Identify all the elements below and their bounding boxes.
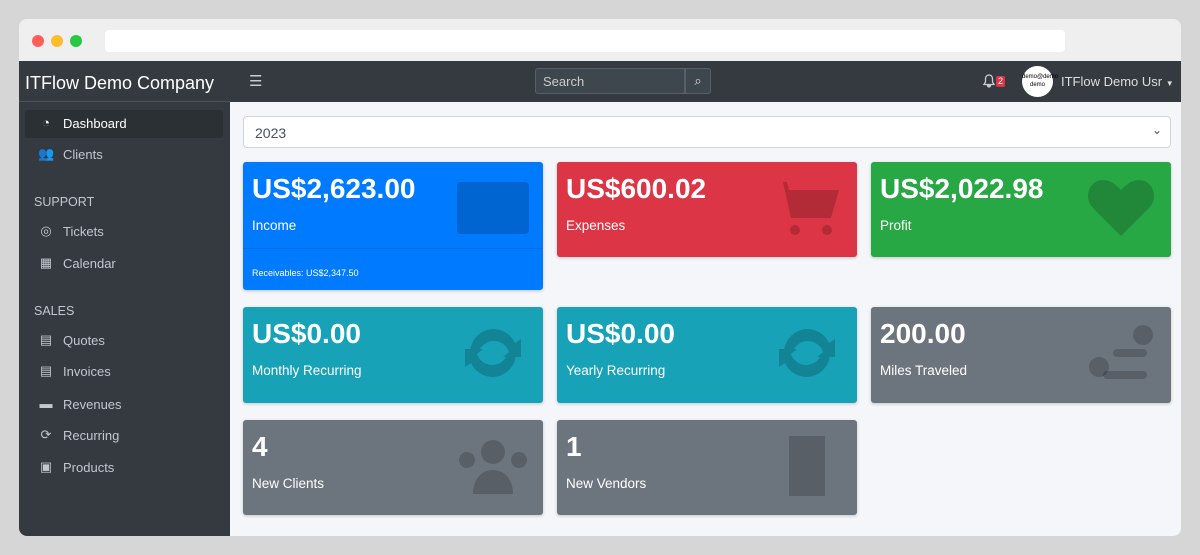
card-label: Profit	[880, 218, 912, 233]
life-ring-icon: ◎	[40, 223, 52, 238]
sidebar-item-clients[interactable]: 👥 Clients	[25, 141, 223, 169]
card-value: US$2,623.00	[252, 173, 416, 204]
building-icon	[769, 436, 845, 496]
year-value: 2023	[255, 125, 287, 141]
label: Recurring	[63, 428, 120, 443]
card-footer[interactable]: Receivables: US$2,347.50	[252, 268, 359, 278]
credit-card-icon: ▬	[39, 396, 53, 411]
card-value: US$2,022.98	[880, 173, 1044, 204]
search-input[interactable]: Search	[535, 68, 685, 94]
file-icon: ▤	[39, 332, 53, 347]
stat-card-new-vendors[interactable]: 1 New Vendors	[557, 420, 857, 515]
sidebar-item-calendar[interactable]: ▦ Calendar	[25, 250, 223, 278]
sidebar-item-quotes[interactable]: ▤ Quotes	[25, 327, 223, 355]
stat-card-monthly-recurring[interactable]: US$0.00 Monthly Recurring	[243, 307, 543, 403]
sidebar-item-recurring[interactable]: ⟳ Recurring	[25, 422, 223, 450]
sync-icon: ⟳	[40, 427, 52, 442]
bell-icon[interactable]	[983, 74, 995, 88]
card-label: New Vendors	[566, 476, 647, 491]
credit-card-icon	[455, 178, 531, 238]
user-name: ITFlow Demo Usr	[1061, 74, 1163, 89]
sync-icon	[455, 323, 531, 383]
minimize-dot[interactable]	[51, 35, 63, 47]
maximize-dot[interactable]	[70, 35, 82, 47]
search-button[interactable]: ⌕	[685, 68, 711, 94]
sidebar-item-tickets[interactable]: ◎ Tickets	[25, 218, 223, 246]
menu-toggle-icon[interactable]: ☰	[249, 73, 263, 90]
stat-card-expenses[interactable]: US$600.02 Expenses	[557, 162, 857, 257]
tachometer-icon: ◔	[42, 115, 50, 130]
cart-icon	[769, 178, 845, 238]
year-select[interactable]: 2023 ⌄	[243, 116, 1171, 148]
chevron-down-icon: ⌄	[1151, 123, 1162, 137]
card-value: US$600.02	[566, 173, 707, 204]
sync-icon	[769, 323, 845, 383]
calendar-icon: ▦	[39, 255, 53, 270]
brand[interactable]: ITFlow Demo Company	[19, 61, 230, 102]
card-label: Miles Traveled	[880, 363, 968, 378]
avatar[interactable]: demo@demo demo	[1022, 66, 1058, 97]
notification-badge: 2	[996, 76, 1006, 87]
users-icon	[455, 436, 531, 496]
route-icon	[1083, 323, 1159, 383]
sidebar-item-products[interactable]: ▣ Products	[25, 454, 223, 482]
address-bar[interactable]	[105, 30, 1065, 52]
card-label: Monthly Recurring	[252, 363, 362, 378]
sidebar-item-invoices[interactable]: ▤ Invoices	[25, 358, 223, 386]
heart-icon	[1083, 178, 1159, 238]
stat-card-new-clients[interactable]: 4 New Clients	[243, 420, 543, 515]
card-label: New Clients	[252, 476, 325, 491]
card-label: Yearly Recurring	[566, 363, 666, 378]
caret-down-icon: ▼	[1165, 79, 1174, 88]
label: Revenues	[63, 397, 122, 412]
close-dot[interactable]	[32, 35, 44, 47]
sidebar-item-dashboard[interactable]: ◔ Dashboard	[25, 110, 223, 138]
label: Calendar	[63, 256, 116, 271]
card-label: Income	[252, 218, 297, 233]
card-value: US$0.00	[566, 318, 675, 349]
sidebar: ITFlow Demo Company ◔ Dashboard 👥 Clients …	[19, 61, 230, 536]
card-divider	[243, 248, 543, 249]
card-value: US$0.00	[252, 318, 361, 349]
label: Dashboard	[63, 116, 127, 131]
stat-card-yearly-recurring[interactable]: US$0.00 Yearly Recurring	[557, 307, 857, 403]
stat-card-profit[interactable]: US$2,022.98 Profit	[871, 162, 1171, 257]
label: Tickets	[63, 224, 104, 239]
users-icon: 👥	[38, 146, 55, 161]
browser-window: ITFlow Demo Company ◔ Dashboard 👥 Clients …	[19, 19, 1181, 536]
card-value: 200.00	[880, 318, 966, 349]
label: Quotes	[63, 333, 105, 348]
user-menu[interactable]: ITFlow Demo Usr ▼	[1061, 74, 1174, 89]
stat-card-income[interactable]: US$2,623.00 Income Receivables: US$2,347.…	[243, 162, 543, 290]
label: Products	[63, 460, 115, 475]
label: Invoices	[63, 364, 111, 379]
support-header: SUPPORT	[34, 195, 95, 209]
box-icon: ▣	[39, 459, 53, 474]
sales-header: SALES	[34, 304, 75, 318]
top-navbar: ☰ Search ⌕ 2 demo@demo demo ITFlow Demo …	[230, 61, 1181, 102]
invoice-icon: ▤	[39, 363, 53, 378]
card-value: 4	[252, 431, 268, 462]
stat-card-miles-traveled[interactable]: 200.00 Miles Traveled	[871, 307, 1171, 403]
sidebar-item-revenues[interactable]: ▬ Revenues	[25, 391, 223, 419]
label: Clients	[63, 147, 103, 162]
card-label: Expenses	[566, 218, 626, 233]
browser-chrome	[19, 19, 1181, 61]
dashboard-content: 2023 ⌄ US$2,623.00 Income Receivables: US$…	[230, 102, 1181, 536]
card-value: 1	[566, 431, 582, 462]
